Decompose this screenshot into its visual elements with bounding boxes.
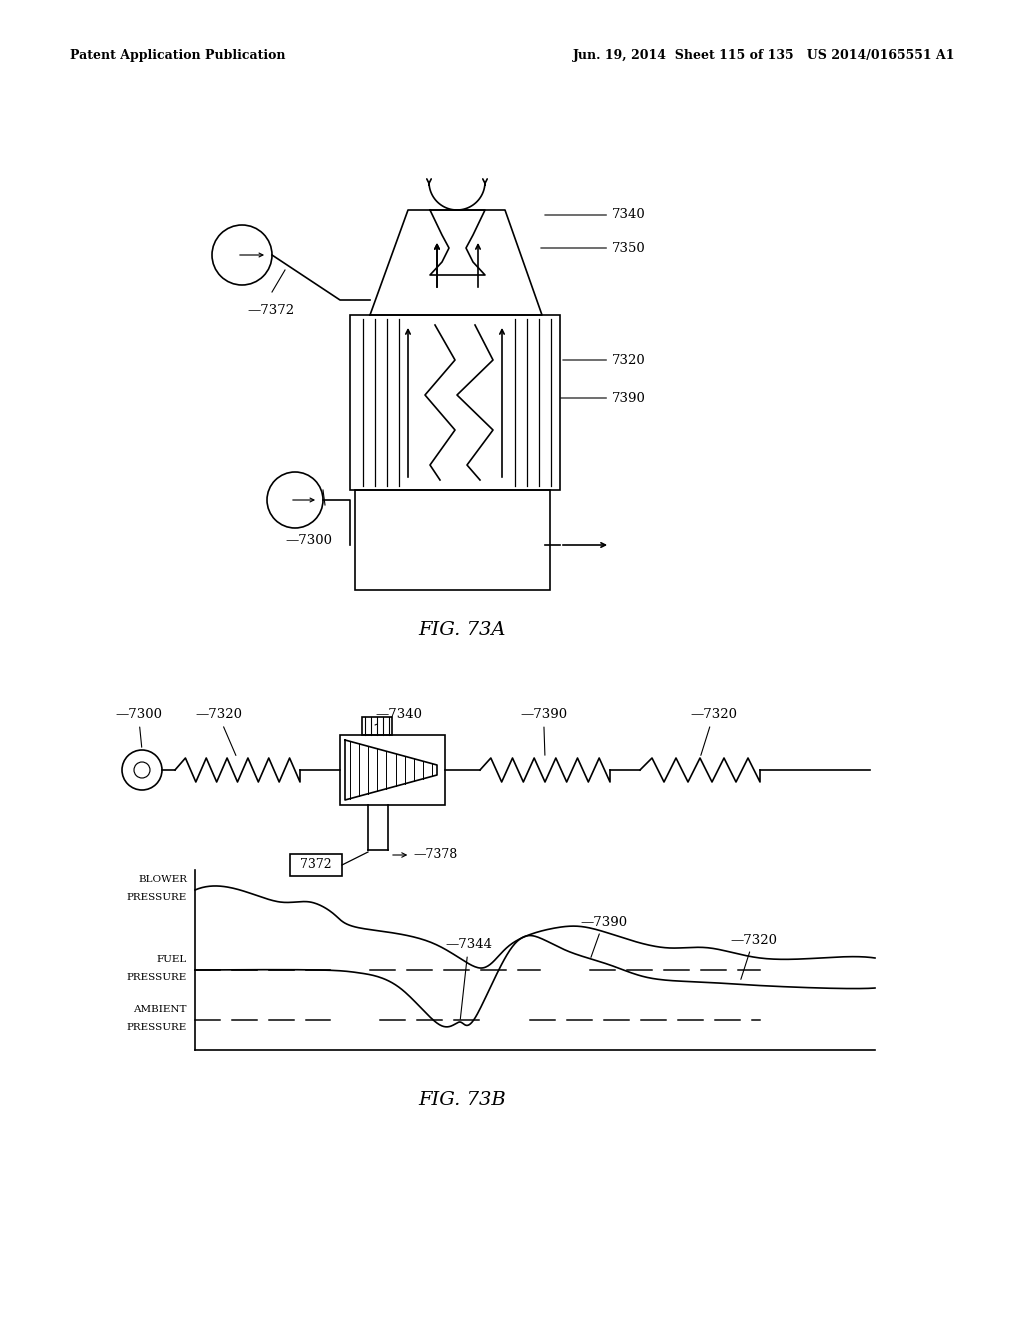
Text: PRESSURE: PRESSURE [127, 894, 187, 903]
Text: —7300: —7300 [285, 533, 332, 546]
Text: —7340: —7340 [375, 709, 422, 725]
Text: —7300: —7300 [115, 709, 162, 747]
Text: —7390: —7390 [580, 916, 627, 957]
Text: —7390: —7390 [520, 709, 567, 755]
Text: —7372: —7372 [247, 304, 294, 317]
Text: 7372: 7372 [300, 858, 332, 871]
Text: —7320: —7320 [690, 709, 737, 755]
Text: —7344: —7344 [445, 939, 492, 1019]
Text: AMBIENT: AMBIENT [133, 1006, 187, 1015]
Text: Patent Application Publication: Patent Application Publication [70, 49, 286, 62]
Text: 7320: 7320 [563, 354, 646, 367]
Bar [290, 854, 342, 876]
Text: 7340: 7340 [545, 209, 646, 222]
Text: FIG. 73B: FIG. 73B [418, 1092, 506, 1109]
Text: PRESSURE: PRESSURE [127, 1023, 187, 1032]
Text: 7350: 7350 [541, 242, 646, 255]
Text: —7320: —7320 [195, 709, 242, 755]
Text: 7390: 7390 [561, 392, 646, 404]
Text: FUEL: FUEL [157, 956, 187, 965]
Text: FIG. 73A: FIG. 73A [418, 620, 506, 639]
Text: —7320: —7320 [730, 933, 777, 979]
Bar [350, 315, 560, 490]
Text: PRESSURE: PRESSURE [127, 974, 187, 982]
Text: Jun. 19, 2014  Sheet 115 of 135   US 2014/0165551 A1: Jun. 19, 2014 Sheet 115 of 135 US 2014/0… [572, 49, 955, 62]
Text: BLOWER: BLOWER [138, 875, 187, 884]
Bar [355, 490, 550, 590]
Bar [362, 717, 392, 735]
Bar [340, 735, 445, 805]
Text: —7378: —7378 [393, 849, 458, 862]
